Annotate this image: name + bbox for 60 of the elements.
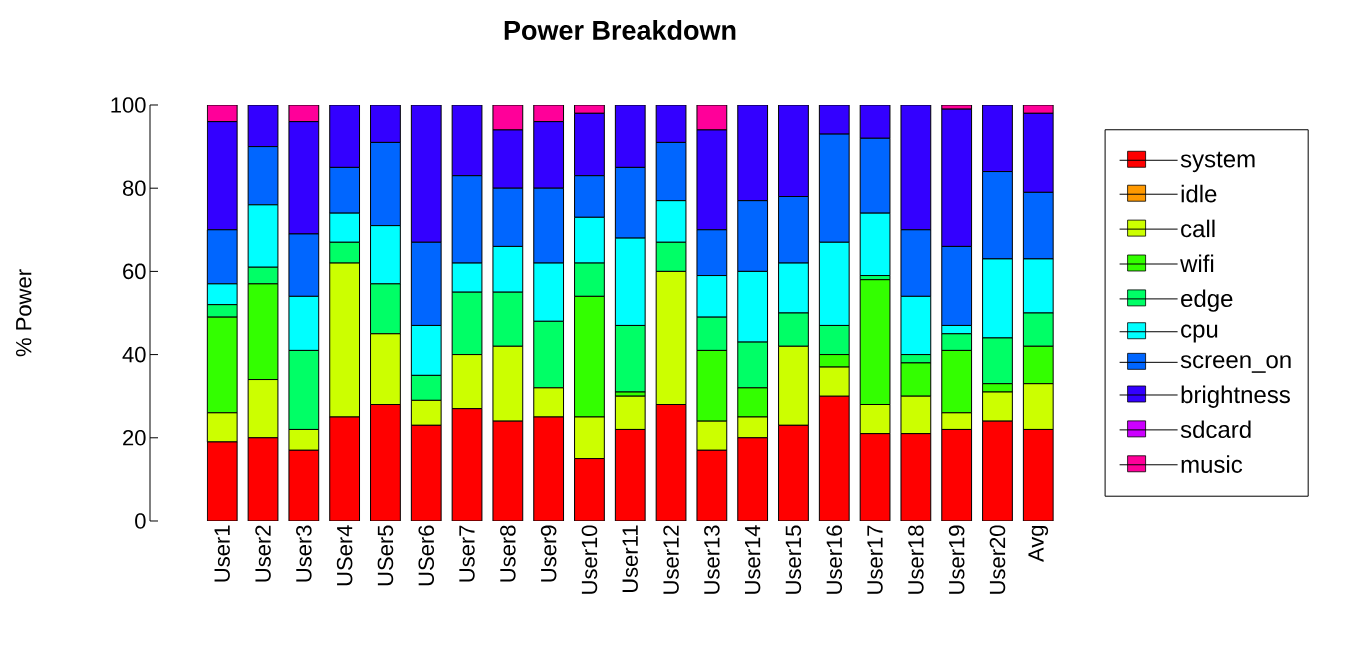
y-tick-label: 60 <box>123 263 146 280</box>
bar <box>696 129 728 231</box>
legend-label: brightness <box>1181 385 1290 408</box>
legend-label: music <box>1181 455 1243 473</box>
bar <box>574 112 605 177</box>
bar <box>1022 112 1054 193</box>
x-tick-label: User10 <box>581 525 598 594</box>
x-tick-label: User3 <box>296 525 312 582</box>
x-tick-label: User16 <box>826 525 843 594</box>
legend-label: screen_on <box>1180 355 1291 373</box>
x-tick-label: User13 <box>704 525 720 594</box>
legend-label: edge <box>1181 289 1233 312</box>
legend-label: call <box>1181 219 1215 238</box>
legend-label: wifi <box>1180 254 1214 272</box>
bar <box>778 104 809 198</box>
x-tick-label: User20 <box>989 525 1006 594</box>
bar <box>614 104 646 168</box>
y-tick-label: 0 <box>135 513 146 529</box>
bar <box>451 104 483 177</box>
x-tick-label: User7 <box>459 525 475 582</box>
chart-title: Power Breakdown <box>504 20 736 40</box>
bar <box>247 104 279 148</box>
legend-label: cpu <box>1181 324 1218 343</box>
bar <box>818 104 850 135</box>
bar <box>941 108 973 247</box>
bar <box>737 104 769 202</box>
bar <box>370 104 401 143</box>
x-tick-label: User17 <box>867 525 883 594</box>
x-tick-label: USer6 <box>418 525 435 586</box>
x-tick-label: User12 <box>663 525 679 594</box>
y-axis-title: % Power <box>16 269 32 357</box>
bar <box>410 104 442 243</box>
bar <box>206 121 238 231</box>
legend-label: sdcard <box>1180 420 1251 439</box>
bar <box>982 104 1013 173</box>
bar <box>329 104 361 168</box>
legend-label: idle <box>1181 184 1217 203</box>
x-tick-label: User1 <box>214 525 230 582</box>
x-tick-label: User8 <box>500 525 516 582</box>
bar <box>492 129 524 189</box>
x-tick-label: User15 <box>785 525 802 594</box>
y-tick-label: 100 <box>111 97 146 113</box>
x-tick-label: USer5 <box>377 525 394 586</box>
x-tick-label: User11 <box>622 525 638 593</box>
x-tick-label: User18 <box>908 525 924 594</box>
x-tick-label: USer4 <box>336 525 353 586</box>
x-tick-label: User14 <box>744 525 761 594</box>
legend-label: system <box>1180 151 1255 173</box>
bar <box>859 104 891 139</box>
x-tick-label: User19 <box>948 525 965 594</box>
y-tick-label: 40 <box>122 346 146 363</box>
bar <box>533 121 565 189</box>
x-tick-label: User9 <box>540 525 557 582</box>
y-tick-label: 80 <box>122 180 146 196</box>
bar <box>288 121 320 235</box>
y-tick-label: 20 <box>123 429 146 446</box>
x-tick-label: Avg <box>1028 525 1049 562</box>
bar <box>900 104 932 231</box>
bar <box>655 104 687 143</box>
x-tick-label: User2 <box>255 525 271 582</box>
